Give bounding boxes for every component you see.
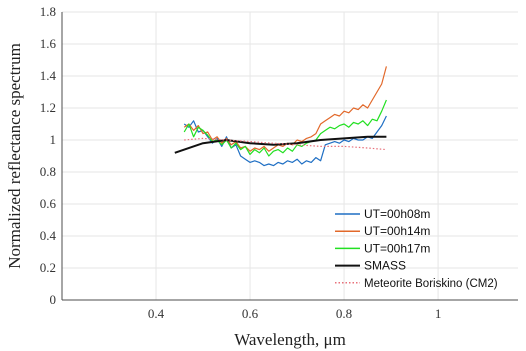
- axes: [61, 12, 518, 301]
- y-tick-labels: 0 0.2 0.4 0.6 0.8 1 1.2 1.4 1.6 1.8: [40, 4, 57, 307]
- y-tick-label: 0.2: [40, 260, 56, 275]
- y-tick-label: 1.4: [40, 68, 57, 83]
- y-tick-label: 1: [50, 132, 57, 147]
- y-tick-label: 0.6: [40, 196, 57, 211]
- series-line-1: [183, 115, 387, 167]
- x-tick-labels: 0.4 0.6 0.8 1: [148, 306, 441, 321]
- y-axis-label: Normalized reflectance spectrum: [5, 43, 24, 269]
- y-tick-label: 0.8: [40, 164, 56, 179]
- x-tick-label: 0.4: [148, 306, 165, 321]
- y-tick-label: 0.4: [40, 228, 57, 243]
- legend-label-1: UT=00h08m: [364, 207, 430, 221]
- legend-label-3: UT=00h17m: [364, 241, 430, 255]
- y-tick-label: 1.2: [40, 100, 56, 115]
- x-axis-label: Wavelength, μm: [234, 330, 346, 349]
- legend-label-2: UT=00h14m: [364, 224, 430, 238]
- legend-label-4: SMASS: [364, 259, 406, 273]
- series-lines: [174, 66, 387, 167]
- legend-label-5: Meteorite Boriskino (CM2): [364, 278, 498, 290]
- y-tick-label: 1.6: [40, 36, 57, 51]
- x-tick-label: 0.6: [242, 306, 259, 321]
- series-line-5: [184, 137, 387, 151]
- y-tick-label: 0: [50, 292, 57, 307]
- x-tick-label: 0.8: [336, 306, 352, 321]
- x-tick-label: 1: [435, 306, 442, 321]
- plot-area: [62, 12, 518, 300]
- plot-background: [62, 12, 518, 300]
- y-tick-label: 1.8: [40, 4, 56, 19]
- legend: UT=00h08m UT=00h14m UT=00h17m SMASS Meteorit…: [335, 207, 498, 290]
- series-line-4: [174, 135, 387, 154]
